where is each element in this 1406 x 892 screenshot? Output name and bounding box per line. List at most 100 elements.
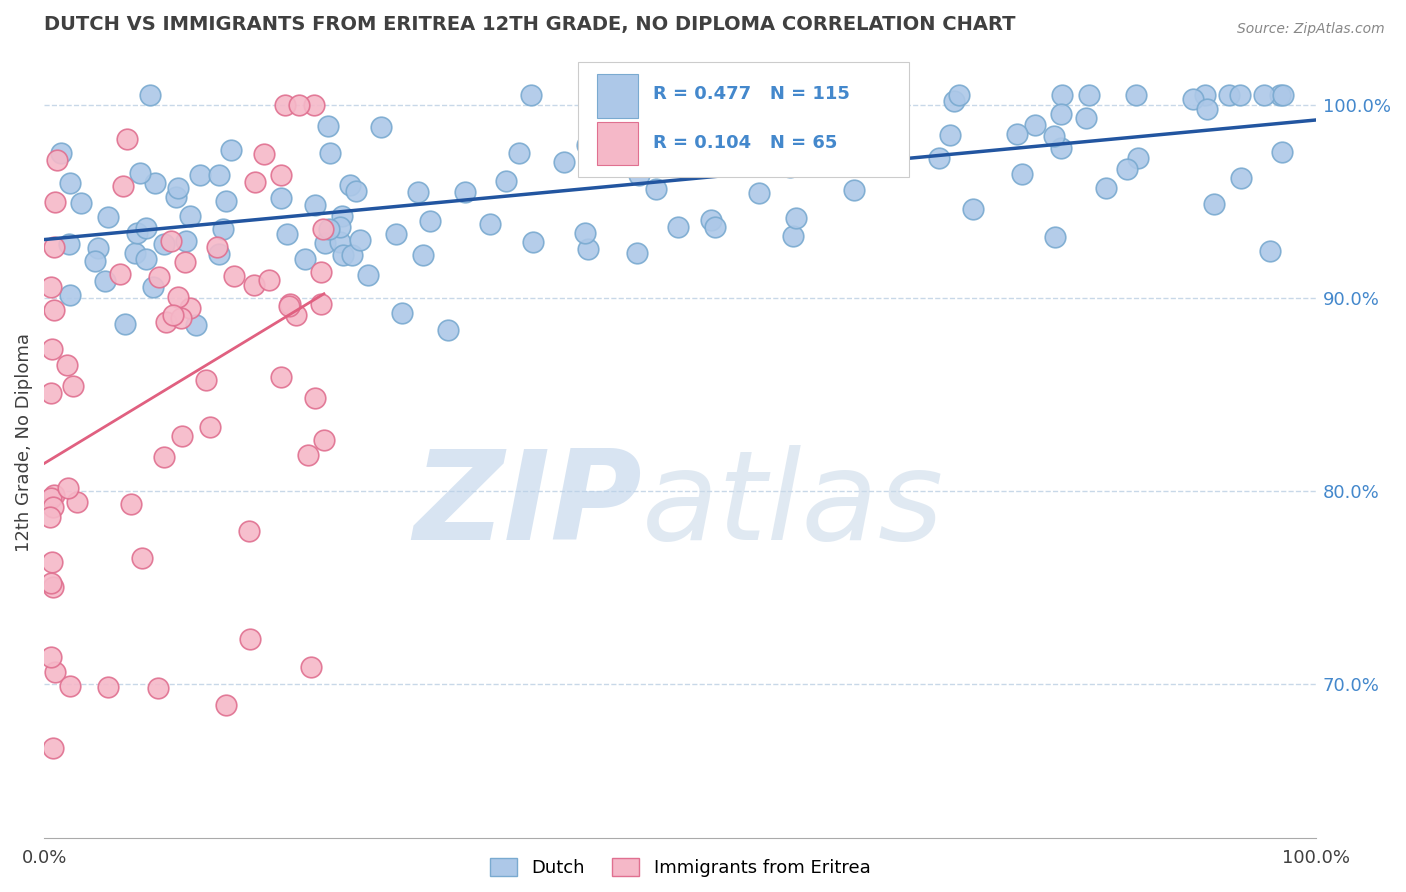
Point	[508, 145, 530, 160]
Point	[238, 524, 260, 538]
Point	[172, 429, 194, 443]
Point	[437, 323, 460, 337]
Point	[1202, 196, 1225, 211]
Point	[842, 183, 865, 197]
Point	[297, 448, 319, 462]
Point	[1011, 167, 1033, 181]
Point	[1078, 87, 1101, 102]
Point	[135, 252, 157, 267]
Point	[207, 240, 229, 254]
Point	[1043, 230, 1066, 244]
Point	[135, 220, 157, 235]
Point	[553, 155, 575, 169]
Point	[294, 252, 316, 266]
Point	[208, 169, 231, 183]
Point	[1271, 145, 1294, 159]
Point	[1195, 102, 1218, 116]
Point	[239, 632, 262, 647]
Point	[748, 186, 770, 201]
Legend: Dutch, Immigrants from Eritrea: Dutch, Immigrants from Eritrea	[482, 850, 877, 884]
Point	[1218, 87, 1240, 102]
Point	[332, 248, 354, 262]
Text: DUTCH VS IMMIGRANTS FROM ERITREA 12TH GRADE, NO DIPLOMA CORRELATION CHART: DUTCH VS IMMIGRANTS FROM ERITREA 12TH GR…	[44, 15, 1015, 34]
Point	[184, 318, 207, 333]
Point	[522, 235, 544, 249]
Point	[39, 509, 62, 524]
Point	[626, 246, 648, 260]
Point	[412, 248, 434, 262]
Point	[309, 297, 332, 311]
Point	[628, 168, 651, 182]
Point	[56, 358, 79, 372]
Point	[211, 221, 233, 235]
Point	[45, 153, 67, 168]
Y-axis label: 12th Grade, No Diploma: 12th Grade, No Diploma	[15, 333, 32, 552]
Point	[166, 181, 188, 195]
Point	[314, 235, 336, 250]
Point	[124, 245, 146, 260]
Point	[1253, 87, 1275, 102]
Point	[329, 235, 352, 250]
Point	[1095, 181, 1118, 195]
Point	[344, 184, 367, 198]
Point	[83, 254, 105, 268]
Point	[243, 278, 266, 293]
Point	[270, 370, 292, 384]
Point	[1272, 87, 1295, 102]
Point	[1049, 141, 1071, 155]
Point	[215, 194, 238, 209]
Point	[188, 168, 211, 182]
Point	[97, 210, 120, 224]
Point	[312, 433, 335, 447]
Point	[39, 650, 62, 665]
Point	[139, 87, 162, 102]
Point	[120, 497, 142, 511]
Point	[1005, 127, 1028, 141]
Point	[406, 185, 429, 199]
Point	[59, 679, 82, 693]
Point	[1024, 118, 1046, 132]
Point	[666, 219, 689, 234]
Point	[165, 190, 187, 204]
Point	[703, 220, 725, 235]
Point	[304, 198, 326, 212]
Point	[274, 97, 297, 112]
Point	[131, 551, 153, 566]
Point	[942, 94, 965, 108]
Point	[155, 315, 177, 329]
Point	[253, 146, 276, 161]
Point	[581, 146, 603, 161]
Point	[948, 87, 970, 102]
Point	[329, 220, 352, 235]
Point	[1229, 87, 1251, 102]
Point	[745, 87, 768, 102]
Point	[41, 500, 63, 515]
Point	[849, 125, 872, 139]
Point	[39, 386, 62, 401]
Point	[495, 174, 517, 188]
Point	[42, 741, 65, 756]
Point	[214, 698, 236, 712]
Point	[939, 128, 962, 143]
Point	[270, 191, 292, 205]
Point	[1270, 87, 1292, 102]
Point	[219, 143, 242, 157]
Point	[1115, 162, 1137, 177]
Point	[884, 115, 907, 129]
Point	[695, 123, 717, 137]
Point	[1260, 244, 1282, 259]
Point	[41, 555, 63, 569]
Text: R = 0.104   N = 65: R = 0.104 N = 65	[654, 134, 838, 153]
Point	[44, 488, 66, 502]
Point	[194, 373, 217, 387]
Point	[633, 134, 655, 148]
Point	[316, 120, 339, 134]
Point	[576, 242, 599, 256]
Point	[112, 178, 135, 193]
Point	[370, 120, 392, 134]
FancyBboxPatch shape	[578, 62, 910, 178]
Point	[1194, 87, 1216, 102]
Point	[245, 175, 267, 189]
Point	[44, 665, 66, 679]
Point	[785, 211, 807, 226]
